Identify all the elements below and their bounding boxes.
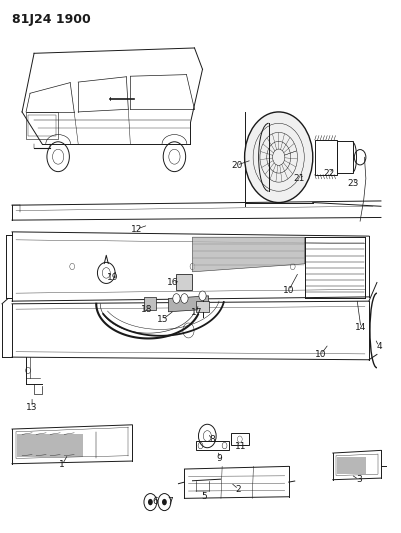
- Circle shape: [162, 499, 167, 505]
- Text: 3: 3: [356, 475, 362, 484]
- Bar: [26, 112, 58, 139]
- Text: 13: 13: [26, 403, 38, 412]
- Circle shape: [198, 424, 216, 448]
- Bar: [196, 441, 229, 450]
- Circle shape: [158, 494, 171, 511]
- Text: 22: 22: [323, 169, 334, 177]
- Text: 10: 10: [315, 350, 326, 359]
- Text: 81J24 1900: 81J24 1900: [12, 13, 91, 26]
- Bar: [144, 297, 156, 310]
- Text: 11: 11: [235, 442, 246, 450]
- Text: 7: 7: [168, 497, 173, 505]
- Polygon shape: [168, 296, 209, 312]
- Circle shape: [173, 294, 180, 303]
- Text: 17: 17: [191, 309, 202, 317]
- Circle shape: [148, 499, 153, 505]
- Text: 19: 19: [107, 273, 118, 281]
- Text: 1: 1: [59, 461, 65, 469]
- Text: 23: 23: [347, 180, 358, 188]
- Text: 14: 14: [355, 324, 367, 332]
- Text: 6: 6: [153, 497, 158, 505]
- Bar: [231, 433, 249, 445]
- Text: 16: 16: [167, 278, 178, 287]
- Bar: [337, 141, 353, 173]
- Text: 12: 12: [131, 225, 142, 233]
- Bar: [176, 274, 192, 290]
- Text: 4: 4: [376, 342, 382, 351]
- Text: 9: 9: [217, 454, 223, 463]
- Text: 20: 20: [231, 161, 242, 169]
- Bar: [337, 457, 366, 474]
- Text: 10: 10: [283, 286, 294, 295]
- Bar: [315, 140, 337, 175]
- Bar: [28, 115, 56, 136]
- Text: 8: 8: [210, 435, 215, 444]
- Text: 5: 5: [202, 492, 207, 501]
- Circle shape: [144, 494, 157, 511]
- Text: 18: 18: [141, 305, 152, 313]
- Circle shape: [199, 291, 206, 301]
- Text: 2: 2: [236, 485, 241, 494]
- Circle shape: [245, 112, 313, 203]
- Text: 21: 21: [293, 174, 304, 183]
- Polygon shape: [97, 262, 115, 284]
- Bar: [196, 301, 209, 312]
- Circle shape: [181, 294, 188, 303]
- Text: 15: 15: [157, 316, 168, 324]
- Polygon shape: [192, 237, 305, 272]
- Bar: [17, 434, 83, 457]
